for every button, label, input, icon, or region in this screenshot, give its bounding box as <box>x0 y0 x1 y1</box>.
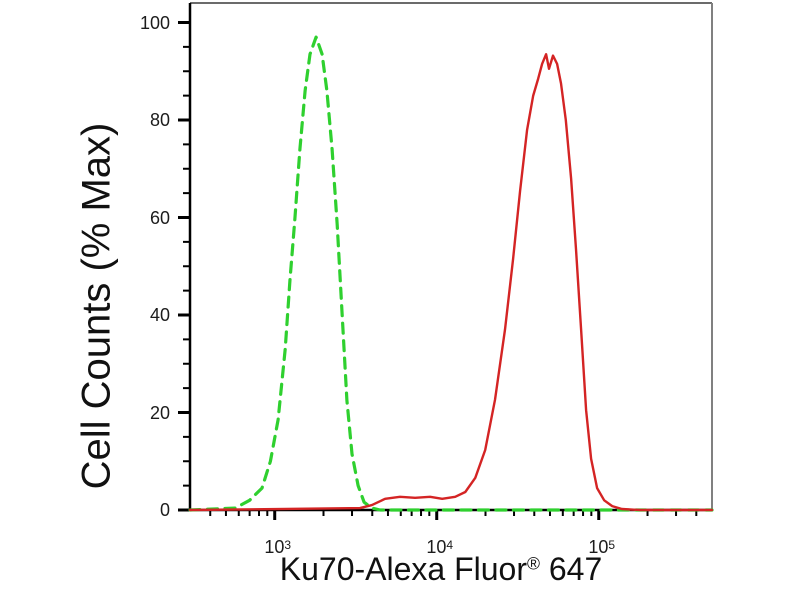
x-axis-title-text: Ku70-Alexa Fluor <box>279 551 527 587</box>
green-dashed-curve <box>188 35 714 512</box>
y-tick-label: 100 <box>139 12 170 33</box>
x-tick-label: 105 <box>570 537 634 558</box>
x-tick-label: 103 <box>246 537 310 558</box>
x-axis-title-number: 647 <box>539 551 603 587</box>
x-axis-title: Ku70-Alexa Fluor® 647 <box>180 551 702 588</box>
y-tick-label: 0 <box>159 500 170 520</box>
y-tick-label: 40 <box>149 305 170 325</box>
x-tick-exponent: 3 <box>284 538 292 552</box>
y-tick-label: 80 <box>149 110 170 130</box>
x-tick-exponent: 4 <box>446 538 454 552</box>
x-tick-base: 10 <box>588 537 609 557</box>
red-solid-curve <box>188 53 714 512</box>
x-tick-label: 104 <box>408 537 472 558</box>
y-tick-label: 20 <box>149 402 170 423</box>
y-tick-label: 60 <box>149 207 170 228</box>
x-tick-base: 10 <box>264 537 285 557</box>
x-tick-base: 10 <box>426 537 447 557</box>
registered-trademark-icon: ® <box>526 553 540 574</box>
x-tick-exponent: 5 <box>608 538 616 552</box>
